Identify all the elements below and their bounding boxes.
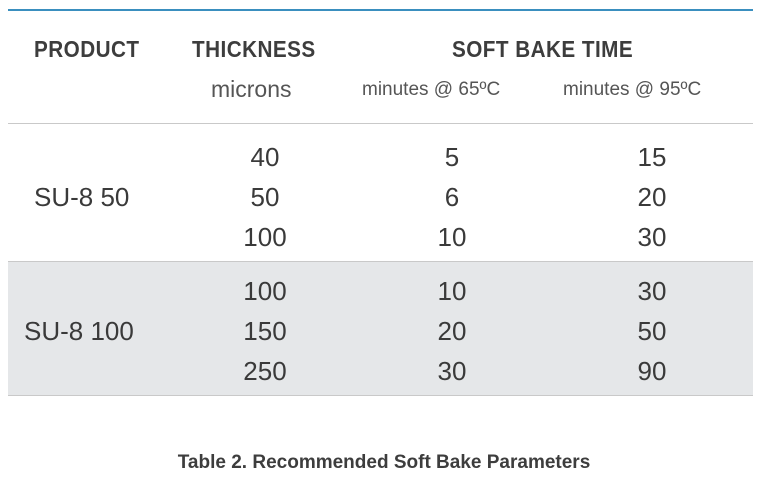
thickness-cell: 250 (243, 356, 287, 386)
time-95-cell: 90 (637, 356, 667, 386)
product-label: SU-8 50 (34, 182, 130, 212)
header-minutes-65: minutes @ 65ºC (362, 79, 501, 100)
time-95-cell: 50 (637, 316, 667, 346)
time-95-cell: 15 (637, 142, 667, 172)
group-band-su8-100 (8, 261, 753, 396)
time-65-cell: 10 (437, 222, 467, 252)
header-product: PRODUCT (34, 36, 140, 62)
thickness-cell: 100 (243, 276, 287, 306)
time-65-cell: 5 (444, 142, 460, 172)
header-soft-bake-time: SOFT BAKE TIME (452, 36, 634, 62)
product-label: SU-8 100 (24, 316, 134, 346)
time-95-cell: 30 (637, 276, 667, 306)
table-caption: Table 2. Recommended Soft Bake Parameter… (177, 452, 591, 473)
time-65-cell: 20 (437, 316, 467, 346)
time-95-cell: 20 (637, 182, 667, 212)
time-95-cell: 30 (637, 222, 667, 252)
header-divider (8, 123, 753, 124)
top-rule (8, 9, 753, 11)
thickness-cell: 100 (243, 222, 287, 252)
thickness-cell: 40 (250, 142, 280, 172)
thickness-cell: 50 (250, 182, 280, 212)
header-thickness-unit: microns (211, 76, 292, 102)
header-thickness: THICKNESS (192, 36, 316, 62)
time-65-cell: 30 (437, 356, 467, 386)
thickness-cell: 150 (243, 316, 287, 346)
time-65-cell: 6 (444, 182, 460, 212)
header-minutes-95: minutes @ 95ºC (563, 79, 702, 100)
time-65-cell: 10 (437, 276, 467, 306)
